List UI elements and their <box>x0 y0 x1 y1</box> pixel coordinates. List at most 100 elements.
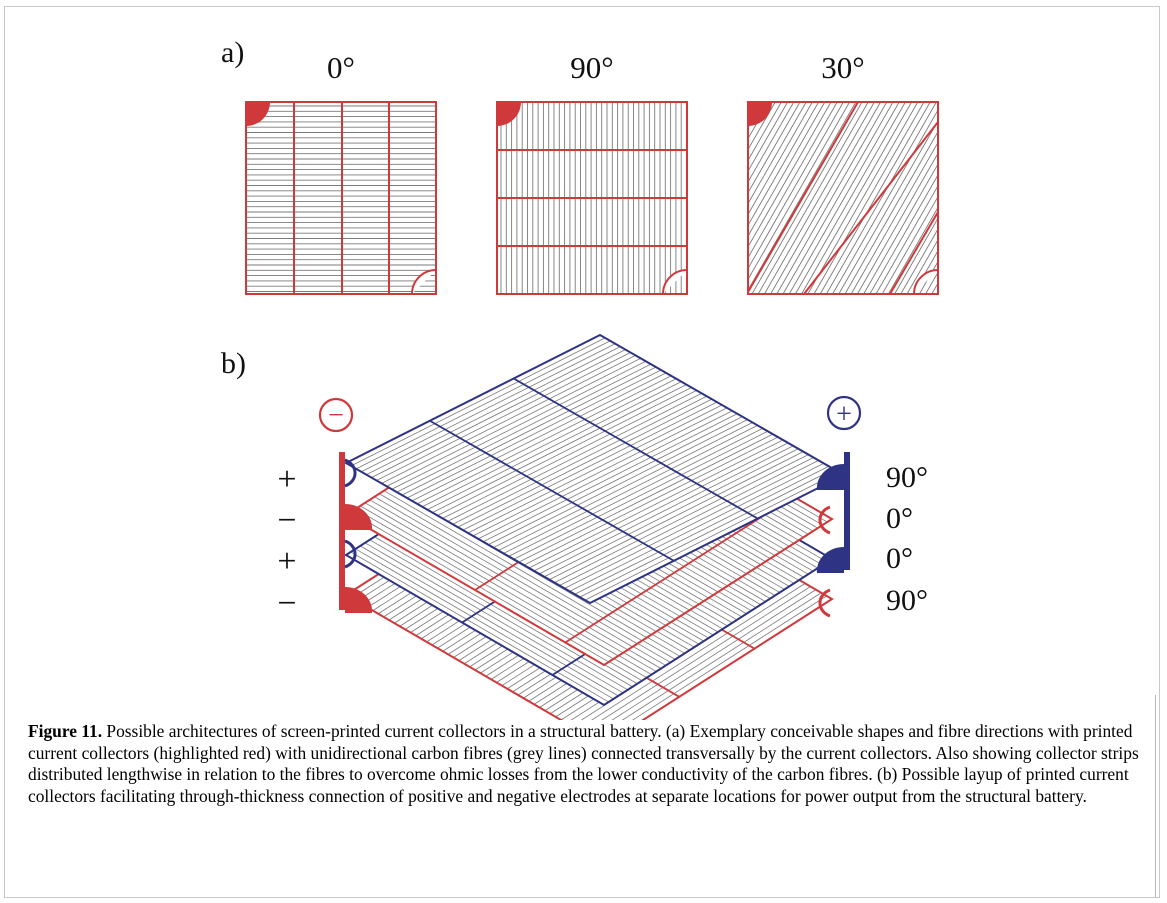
fibre-line <box>764 102 875 294</box>
panel-a-label: a) <box>221 36 244 69</box>
fibre-line <box>748 102 844 270</box>
fibre-line <box>381 355 636 484</box>
fibre-line <box>826 102 937 294</box>
fibre-line <box>748 102 776 151</box>
fibre-line <box>751 102 863 294</box>
fibre-line <box>523 436 779 566</box>
electrode-layup-stack <box>343 333 847 720</box>
fibre-line <box>748 102 795 183</box>
positive-terminal: + <box>826 395 862 431</box>
fibre-line <box>350 337 606 467</box>
fibre-line <box>782 102 894 294</box>
fibre-line <box>374 536 633 688</box>
collector-strip <box>513 377 759 520</box>
fibre-line <box>360 545 619 697</box>
fibre-line <box>844 130 938 294</box>
panel-b-label: b) <box>221 347 246 380</box>
fibre-line <box>462 401 718 531</box>
fibre-line <box>477 410 733 540</box>
layer-1-blue-top <box>343 333 847 605</box>
negative-bus-bar <box>339 452 345 610</box>
layer-angle-label: 0° <box>886 542 913 575</box>
tile-border <box>747 101 939 295</box>
collector-tab-filled <box>246 102 270 126</box>
fibre-line <box>788 102 900 294</box>
fibre-line <box>518 433 774 563</box>
fibre-line <box>937 293 938 294</box>
tile-0deg: 0° <box>245 50 437 295</box>
fibre-line <box>544 448 799 578</box>
fibre-line <box>919 260 938 294</box>
fibre-line <box>748 102 832 248</box>
fibre-line <box>875 184 938 294</box>
fibre-line <box>748 102 782 162</box>
negative-terminal-symbol: − <box>328 400 344 431</box>
fibre-line <box>406 369 662 499</box>
fibre-line <box>832 109 938 294</box>
polarity-label: + <box>277 461 296 498</box>
fibre-line <box>574 465 829 595</box>
fibre-line <box>857 152 938 294</box>
fibre-line <box>498 422 753 551</box>
fibre-line <box>442 390 697 519</box>
fibre-line <box>748 102 819 227</box>
fibre-line <box>364 542 624 694</box>
fibre-line <box>838 119 938 294</box>
negative-tab <box>818 588 831 618</box>
fibre-line <box>411 372 667 502</box>
fibre-line <box>584 471 840 601</box>
fibre-line <box>554 454 809 583</box>
fibre-line <box>748 102 838 259</box>
collector-strip <box>429 419 675 562</box>
tile-90deg: 90° <box>496 50 688 295</box>
fibre-line <box>391 360 646 490</box>
fibre-line <box>422 378 677 508</box>
fibre-line <box>513 430 768 560</box>
fibre-line <box>533 442 789 572</box>
tile-border <box>245 101 437 295</box>
fibre-line <box>538 445 794 575</box>
fibre-line <box>748 102 813 216</box>
fibre-line <box>863 163 938 294</box>
fibre-line <box>371 349 626 478</box>
current-collector-strips <box>747 101 939 295</box>
fibre-line <box>906 238 938 294</box>
fibre-line <box>925 271 938 294</box>
fibre-line <box>386 357 641 487</box>
fibre-line <box>564 460 819 589</box>
fibre-line <box>447 392 702 522</box>
fibre-lines <box>748 102 938 294</box>
fibre-line <box>587 589 817 720</box>
fibre-line <box>801 102 912 294</box>
figure-caption: Figure 11. Possible architectures of scr… <box>28 721 1146 807</box>
fibre-line <box>401 366 657 496</box>
fibre-line <box>770 102 881 294</box>
fibre-line <box>355 548 614 700</box>
polarity-label: − <box>277 502 296 539</box>
fibre-line <box>493 419 748 548</box>
collector-tab-filled <box>748 102 772 126</box>
fibre-line <box>894 217 938 294</box>
fibre-line <box>888 206 938 294</box>
fibre-line <box>437 387 692 516</box>
collector-tab-filled <box>497 102 521 126</box>
layer-angle-labels: 90° 0° 0° 90° <box>886 461 928 617</box>
fibre-line <box>569 462 824 592</box>
fibre-line <box>503 425 758 554</box>
fibre-line <box>355 340 611 470</box>
layer-angle-label: 90° <box>886 584 928 617</box>
fibre-line <box>748 102 801 194</box>
current-collector-strips <box>245 101 437 295</box>
negative-tab <box>345 503 373 530</box>
fibre-line <box>869 174 938 294</box>
negative-tab <box>818 505 831 535</box>
fibre-line <box>582 586 811 720</box>
fibre-line <box>748 102 826 237</box>
fibre-line <box>598 595 827 720</box>
collector-strip <box>803 121 938 294</box>
fibre-line <box>850 141 938 294</box>
fibre-line <box>528 439 784 569</box>
layer-angle-label: 0° <box>886 502 913 535</box>
fibre-line <box>467 404 723 534</box>
caption-rule <box>1155 695 1156 898</box>
